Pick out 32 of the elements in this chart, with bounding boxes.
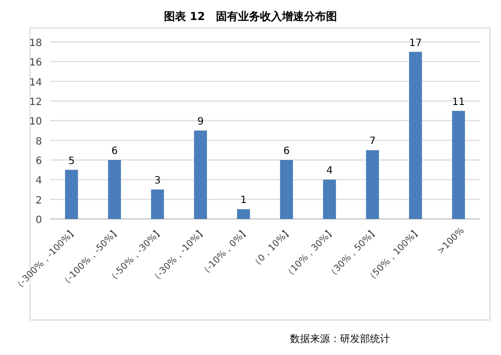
data-label: 6 (283, 146, 290, 157)
data-label: 9 (197, 116, 204, 128)
bar (323, 180, 336, 219)
data-label: 7 (369, 136, 376, 148)
y-tick-label: 12 (29, 97, 42, 108)
data-label: 3 (154, 176, 161, 186)
y-tick-label: 4 (36, 176, 42, 187)
y-tick-label: 8 (36, 136, 42, 148)
data-label: 1 (240, 195, 247, 206)
y-tick-label: 0 (36, 215, 42, 226)
source-note: 数据来源：研发部统计 (290, 333, 390, 345)
bar (366, 150, 379, 219)
y-tick-label: 18 (29, 38, 42, 49)
bar (65, 170, 78, 219)
bar (237, 209, 250, 219)
bar (280, 160, 293, 219)
chart-title: 图表 12 固有业务收入增速分布图 (164, 10, 338, 23)
data-label: 17 (409, 38, 422, 49)
data-label: 5 (68, 156, 75, 167)
data-label: 11 (452, 96, 465, 108)
bar (108, 160, 121, 219)
y-tick-label: 14 (29, 77, 42, 88)
y-tick-label: 10 (29, 116, 42, 128)
bar (409, 52, 422, 219)
y-tick-label: 16 (29, 58, 42, 69)
y-tick-label: 6 (36, 156, 42, 167)
data-label: 6 (111, 146, 118, 157)
bar (452, 110, 465, 219)
y-tick-label: 2 (36, 195, 42, 206)
bar (151, 190, 164, 219)
bar (194, 130, 207, 219)
data-label: 4 (326, 166, 333, 177)
